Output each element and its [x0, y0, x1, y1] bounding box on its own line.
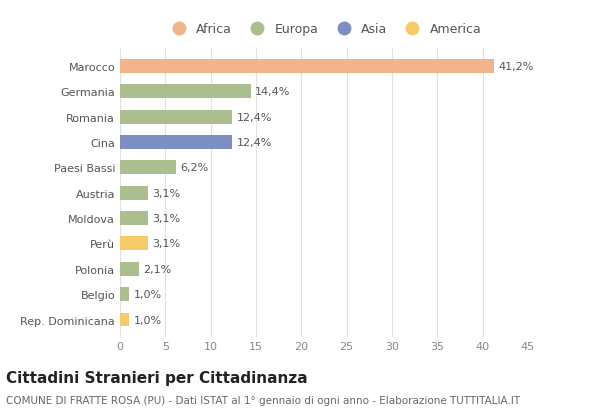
Bar	[120, 85, 251, 99]
Bar	[120, 110, 232, 124]
Text: 12,4%: 12,4%	[237, 112, 272, 122]
Bar	[120, 313, 129, 327]
Text: 3,1%: 3,1%	[152, 213, 181, 224]
Bar	[120, 262, 139, 276]
Text: 2,1%: 2,1%	[143, 264, 172, 274]
Text: 41,2%: 41,2%	[498, 62, 533, 72]
Text: 14,4%: 14,4%	[255, 87, 290, 97]
Text: COMUNE DI FRATTE ROSA (PU) - Dati ISTAT al 1° gennaio di ogni anno - Elaborazion: COMUNE DI FRATTE ROSA (PU) - Dati ISTAT …	[6, 395, 520, 405]
Bar	[120, 136, 232, 150]
Text: 3,1%: 3,1%	[152, 188, 181, 198]
Bar	[120, 60, 494, 74]
Text: 1,0%: 1,0%	[134, 315, 162, 325]
Legend: Africa, Europa, Asia, America: Africa, Europa, Asia, America	[164, 21, 484, 39]
Bar	[120, 211, 148, 225]
Bar	[120, 288, 129, 301]
Bar	[120, 237, 148, 251]
Bar	[120, 161, 176, 175]
Text: 3,1%: 3,1%	[152, 239, 181, 249]
Text: 6,2%: 6,2%	[181, 163, 209, 173]
Text: 1,0%: 1,0%	[134, 290, 162, 299]
Text: Cittadini Stranieri per Cittadinanza: Cittadini Stranieri per Cittadinanza	[6, 370, 308, 385]
Bar	[120, 186, 148, 200]
Text: 12,4%: 12,4%	[237, 138, 272, 148]
